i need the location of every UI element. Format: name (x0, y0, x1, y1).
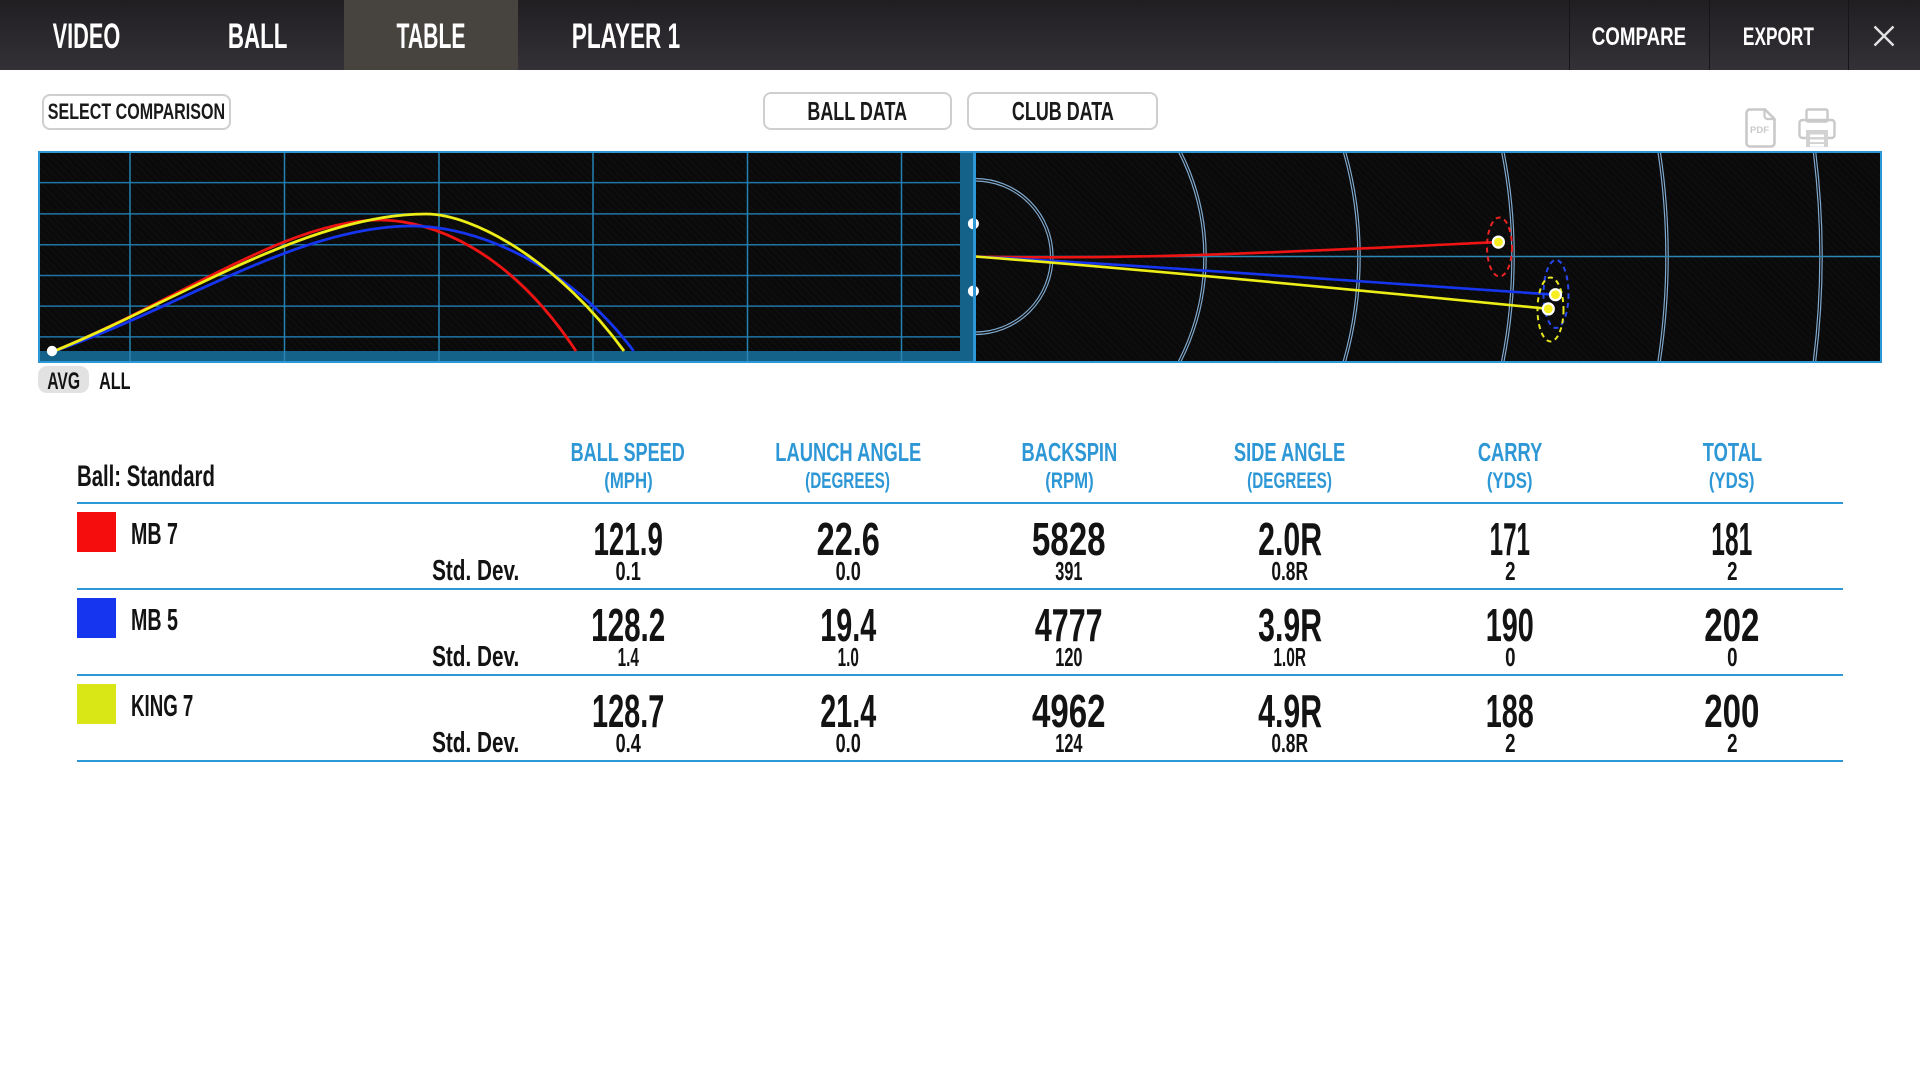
svg-text:PDF: PDF (1750, 125, 1769, 136)
